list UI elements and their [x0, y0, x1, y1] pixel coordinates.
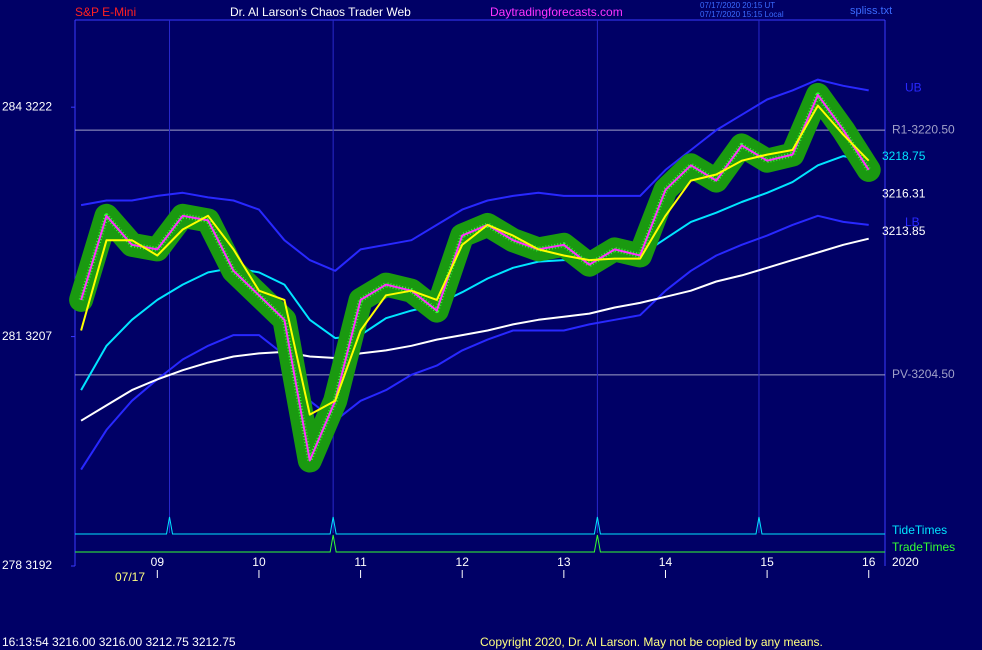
year-label: 2020: [892, 555, 919, 569]
file-name: spliss.txt: [850, 5, 892, 17]
price-label: 3216.31: [882, 186, 926, 200]
y-tick-label: 278 3192: [2, 558, 52, 572]
chart-title: Dr. Al Larson's Chaos Trader Web: [230, 5, 411, 19]
x-tick-label: 13: [557, 555, 571, 569]
series-line: [80, 155, 869, 391]
y-tick-label: 281 3207: [2, 329, 52, 343]
x-tick-label: 16: [862, 555, 876, 569]
x-tick-label: 11: [354, 555, 367, 569]
x-tick-label: 15: [760, 555, 774, 569]
price-label: 3218.75: [882, 149, 926, 163]
tide-times: [75, 516, 885, 535]
timestamp: 07/17/2020 15:15 Local: [700, 10, 784, 19]
series-line: [80, 104, 870, 416]
trade-label: TradeTimes: [892, 540, 955, 554]
series-line: [80, 78, 869, 272]
series-line: [80, 237, 869, 422]
series-label: UB: [905, 81, 922, 95]
x-tick-label: 12: [456, 555, 470, 569]
y-tick-label: 284 3222: [2, 99, 52, 113]
trade-times: [75, 534, 885, 553]
series-line: [80, 214, 869, 471]
x-tick-label: 10: [252, 555, 266, 569]
timestamp: 07/17/2020 20:15 UT: [700, 1, 775, 10]
quote-line: 16:13:54 3216.00 3216.00 3212.75 3212.75: [2, 635, 236, 649]
level-label: PV-3204.50: [892, 367, 955, 381]
symbol: S&P E-Mini: [75, 5, 136, 19]
date-label: 07/17: [115, 570, 145, 584]
series-label: LB: [905, 215, 920, 229]
series-line: [80, 93, 870, 462]
x-tick-label: 14: [659, 555, 673, 569]
tide-label: TideTimes: [892, 523, 947, 537]
price-label: 3213.85: [882, 224, 926, 238]
level-label: R1-3220.50: [892, 122, 955, 136]
x-tick-label: 09: [151, 555, 165, 569]
site: Daytradingforecasts.com: [490, 5, 623, 19]
copyright: Copyright 2020, Dr. Al Larson. May not b…: [480, 635, 823, 649]
